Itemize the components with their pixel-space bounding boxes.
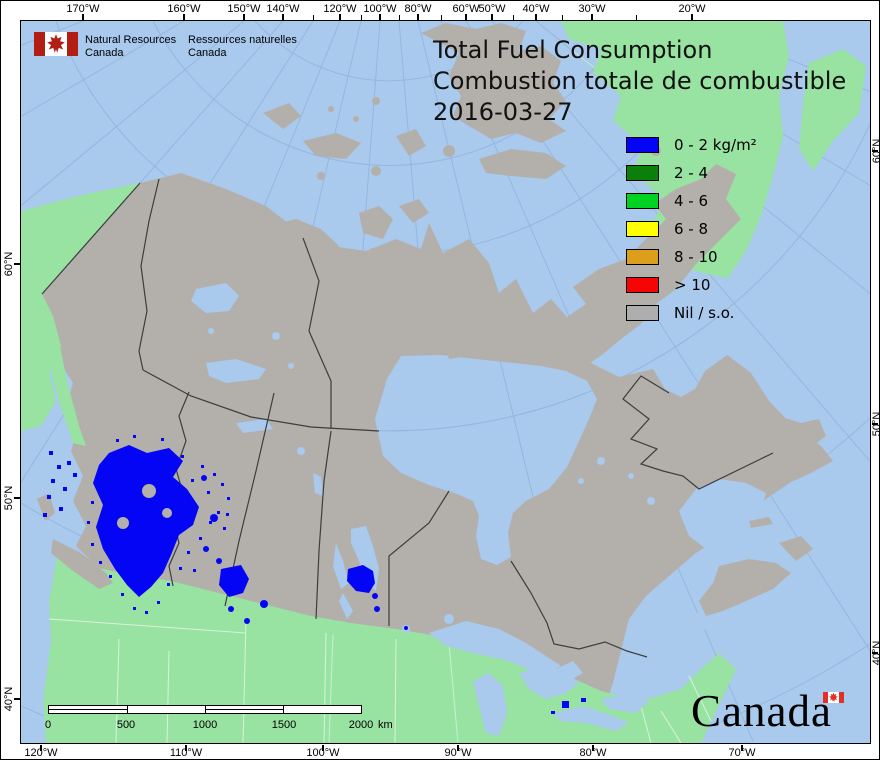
maple-leaf-icon: [47, 34, 65, 53]
legend-swatch-gt10: [626, 277, 659, 293]
alaska-land: [21, 183, 140, 431]
bottom-axis-label: 90°W: [444, 747, 472, 759]
signature-english: Natural Resources Canada: [85, 34, 176, 60]
legend-row: 0 - 2 kg/m²: [626, 136, 856, 154]
legend-label: > 10: [674, 276, 711, 294]
legend-row: > 10: [626, 276, 856, 294]
legend-label: 6 - 8: [674, 220, 709, 238]
signature-fr-line2: Canada: [188, 47, 227, 59]
map-frame: [20, 20, 871, 744]
map-date: 2016-03-27: [433, 98, 573, 126]
legend-swatch-6-8: [626, 221, 659, 237]
legend-row: 6 - 8: [626, 220, 856, 238]
top-axis-label: 80°W: [404, 3, 432, 15]
iceland-land: [799, 49, 866, 171]
scale-label: 0: [44, 719, 52, 731]
bottom-axis-label: 110°W: [169, 747, 203, 759]
legend-swatch-nil: [626, 305, 659, 321]
legend-swatch-4-6: [626, 193, 659, 209]
top-axis-label: 160°W: [167, 3, 201, 15]
wordmark-flag-icon: [823, 692, 844, 703]
legend-row: Nil / s.o.: [626, 304, 856, 322]
top-axis-label: 50°W: [478, 3, 506, 15]
fuel-gaps: [117, 484, 172, 529]
top-axis-label: 170°W: [66, 3, 100, 15]
signature-en-line1: Natural Resources: [85, 34, 177, 46]
legend-swatch-2-4: [626, 165, 659, 181]
top-axis-label: 100°W: [363, 3, 397, 15]
map-title-fr: Combustion totale de combustible: [433, 67, 847, 95]
scale-label: 1000: [192, 719, 218, 731]
canada-islands: [37, 23, 826, 616]
us-state-lines: [48, 618, 712, 743]
scale-bar: [48, 705, 362, 714]
bottom-axis-label: 100°W: [306, 747, 340, 759]
top-axis-label: 40°W: [522, 3, 550, 15]
bottom-axis-label: 80°W: [579, 747, 607, 759]
alaska-panhandle: [48, 333, 86, 446]
scale-label: 500: [116, 719, 136, 731]
top-axis-label: 150°W: [227, 3, 261, 15]
top-axis-label: 60°W: [452, 3, 480, 15]
usa-land: [43, 557, 736, 743]
top-axis-label: 120°W: [323, 3, 357, 15]
maple-leaf-icon: [829, 692, 838, 702]
legend-row: 8 - 10: [626, 248, 856, 266]
canada-wordmark: Canada: [691, 686, 832, 736]
legend-swatch-0-2: [626, 137, 659, 153]
signature-en-line2: Canada: [85, 47, 124, 59]
map-canvas: [21, 21, 870, 743]
scale-label: 2000: [348, 719, 374, 731]
graticule-hudson-bay: [375, 355, 597, 565]
legend-row: 2 - 4: [626, 164, 856, 182]
legend-label: Nil / s.o.: [674, 304, 735, 322]
map-title-en: Total Fuel Consumption: [433, 36, 713, 64]
canada-flag-icon: [34, 32, 78, 56]
legend-label: 0 - 2 kg/m²: [674, 136, 757, 154]
top-axis-label: 140°W: [266, 3, 300, 15]
signature-french: Ressources naturelles Canada: [188, 34, 297, 60]
legend-label: 2 - 4: [674, 164, 709, 182]
signature-fr-line1: Ressources naturelles: [188, 34, 297, 46]
map-title-block: Total Fuel Consumption Combustion totale…: [433, 35, 846, 128]
bottom-axis-label: 70°W: [728, 747, 756, 759]
legend-label: 8 - 10: [674, 248, 718, 266]
bottom-axis-label: 120°W: [24, 747, 58, 759]
fuel-consumption-layer: [43, 435, 586, 714]
scale-unit: km: [378, 719, 393, 731]
legend-row: 4 - 6: [626, 192, 856, 210]
legend-swatch-8-10: [626, 249, 659, 265]
top-axis-label: 20°W: [678, 3, 706, 15]
top-axis-label: 30°W: [578, 3, 606, 15]
legend-label: 4 - 6: [674, 192, 709, 210]
scale-label: 1500: [271, 719, 297, 731]
